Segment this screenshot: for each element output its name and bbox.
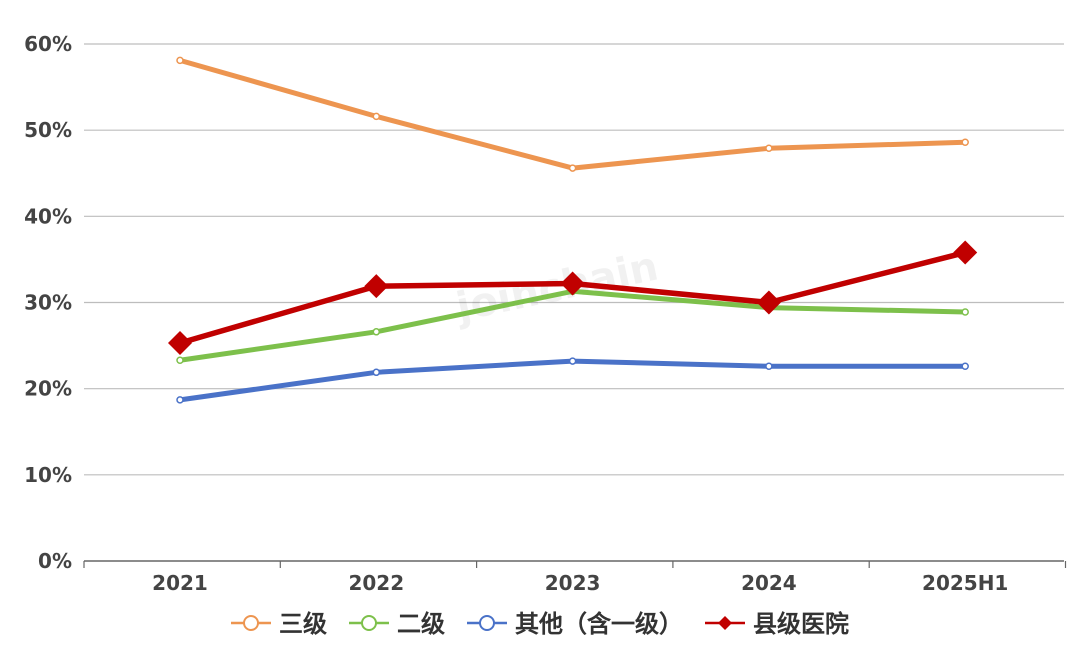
legend-label: 二级 bbox=[397, 610, 445, 638]
legend-label: 其他（含一级） bbox=[515, 610, 683, 638]
series-3 bbox=[168, 240, 978, 355]
data-point bbox=[372, 328, 381, 336]
y-tick-label: 50% bbox=[24, 118, 72, 142]
y-tick-label: 0% bbox=[38, 549, 72, 573]
series-0 bbox=[176, 56, 969, 172]
legend-label: 县级医院 bbox=[753, 610, 849, 638]
legend-circle-icon bbox=[361, 615, 377, 631]
legend-circle-icon bbox=[479, 615, 495, 631]
data-point bbox=[372, 112, 381, 121]
x-tick-label: 2025H1 bbox=[922, 571, 1008, 595]
data-point bbox=[961, 308, 969, 316]
y-tick-label: 60% bbox=[24, 32, 72, 56]
data-point bbox=[568, 164, 577, 172]
series-line bbox=[177, 57, 968, 171]
x-tick-label: 2024 bbox=[741, 571, 797, 595]
data-point bbox=[961, 362, 969, 371]
legend-item-3: 县级医院 bbox=[705, 610, 849, 638]
data-point bbox=[961, 138, 969, 146]
data-point-diamond bbox=[364, 274, 389, 299]
legend: 三级 二级 其他（含一级） 县级医院 bbox=[231, 610, 849, 638]
y-axis-tick-labels: 0% 10% 20% 30% 40% 50% 60% bbox=[24, 32, 72, 573]
data-point-diamond bbox=[953, 240, 978, 265]
legend-item-2: 其他（含一级） bbox=[467, 610, 683, 638]
data-point bbox=[372, 368, 381, 377]
data-point bbox=[765, 144, 773, 153]
data-point-diamond bbox=[168, 330, 192, 355]
series-2 bbox=[176, 357, 969, 404]
x-tick-label: 2021 bbox=[152, 571, 208, 595]
legend-label: 三级 bbox=[279, 610, 327, 638]
data-point-diamond bbox=[756, 290, 781, 315]
y-tick-label: 20% bbox=[24, 377, 72, 401]
series-line bbox=[177, 358, 968, 403]
legend-circle-icon bbox=[243, 615, 259, 631]
legend-diamond-icon bbox=[718, 616, 732, 630]
legend-item-0: 三级 bbox=[231, 610, 327, 638]
legend-item-1: 二级 bbox=[349, 610, 445, 638]
x-tick-label: 2022 bbox=[348, 571, 404, 595]
y-tick-label: 10% bbox=[24, 463, 72, 487]
x-axis: 2021 2022 2023 2024 2025H1 bbox=[83, 560, 1067, 595]
series-lines bbox=[168, 56, 978, 404]
data-point bbox=[176, 396, 184, 404]
data-point bbox=[765, 362, 773, 371]
y-tick-label: 40% bbox=[24, 204, 72, 228]
data-point bbox=[568, 357, 577, 365]
data-point bbox=[176, 56, 184, 65]
data-point-diamond bbox=[560, 271, 585, 296]
x-tick-label: 2023 bbox=[545, 571, 601, 595]
y-tick-label: 30% bbox=[24, 291, 72, 315]
data-point bbox=[176, 356, 184, 364]
